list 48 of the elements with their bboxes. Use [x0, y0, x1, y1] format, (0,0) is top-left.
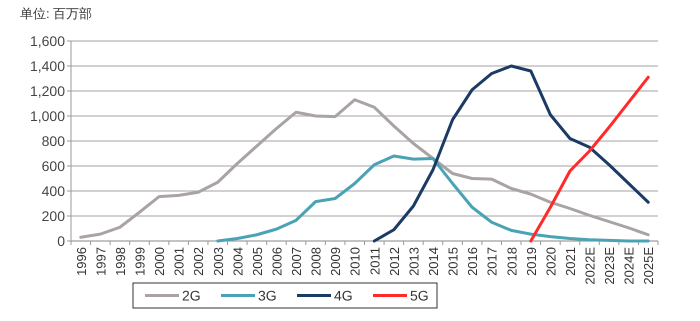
line-series — [79, 98, 650, 239]
x-tick-label: 2015 — [446, 247, 461, 276]
y-tick-label: 1,200 — [30, 83, 66, 99]
y-tick-label: 400 — [42, 183, 66, 199]
line-series — [216, 154, 650, 242]
legend-label: 2G — [182, 288, 201, 304]
y-tick-label: 800 — [42, 133, 66, 149]
x-tick-label: 1999 — [132, 247, 148, 276]
y-tick-label: 600 — [42, 158, 66, 174]
y-tick-label: 0 — [57, 233, 66, 249]
x-tick-label: 2014 — [426, 247, 441, 276]
x-tick-label: 2000 — [152, 247, 168, 276]
x-tick-label: 2008 — [308, 247, 324, 276]
y-tick-label: 1,600 — [30, 33, 66, 49]
x-tick-label: 2025E — [641, 246, 656, 285]
x-tick-label: 2004 — [230, 247, 246, 276]
x-tick-label: 2007 — [289, 247, 304, 276]
x-tick-label: 1998 — [112, 247, 128, 276]
x-tick-label: 2011 — [367, 247, 382, 275]
legend-label: 5G — [410, 288, 429, 304]
legend-label: 3G — [258, 288, 277, 304]
x-tick-label: 2012 — [386, 247, 402, 276]
x-tick-label: 2003 — [210, 247, 226, 276]
x-tick-label: 2006 — [269, 247, 284, 276]
y-tick-label: 200 — [42, 208, 66, 224]
x-tick-label: 2022E — [582, 246, 598, 285]
x-tick-label: 2021 — [562, 247, 578, 276]
x-tick-label: 2019 — [524, 247, 539, 276]
line-series — [529, 76, 650, 242]
legend-label: 4G — [334, 288, 353, 304]
y-tick-label: 1,400 — [30, 58, 66, 74]
x-tick-label: 2013 — [406, 247, 422, 276]
x-tick-label: 1997 — [93, 247, 108, 276]
line-series — [372, 64, 650, 242]
x-tick-label: 2016 — [465, 247, 480, 276]
x-tick-label: 2017 — [484, 247, 500, 276]
x-tick-label: 2010 — [348, 247, 363, 276]
x-tick-label: 2009 — [328, 247, 344, 276]
x-tick-label: 1996 — [74, 247, 89, 276]
x-tick-label: 2020 — [543, 247, 558, 276]
x-tick-label: 2001 — [172, 247, 187, 276]
x-tick-label: 2018 — [504, 247, 520, 276]
text: 单位: 百万部 — [20, 6, 92, 21]
x-tick-label: 2005 — [250, 247, 265, 276]
x-tick-label: 2023E — [602, 246, 618, 285]
x-tick-label: 2002 — [191, 247, 206, 276]
y-tick-label: 1,000 — [30, 108, 66, 124]
x-tick-label: 2024E — [622, 246, 637, 285]
